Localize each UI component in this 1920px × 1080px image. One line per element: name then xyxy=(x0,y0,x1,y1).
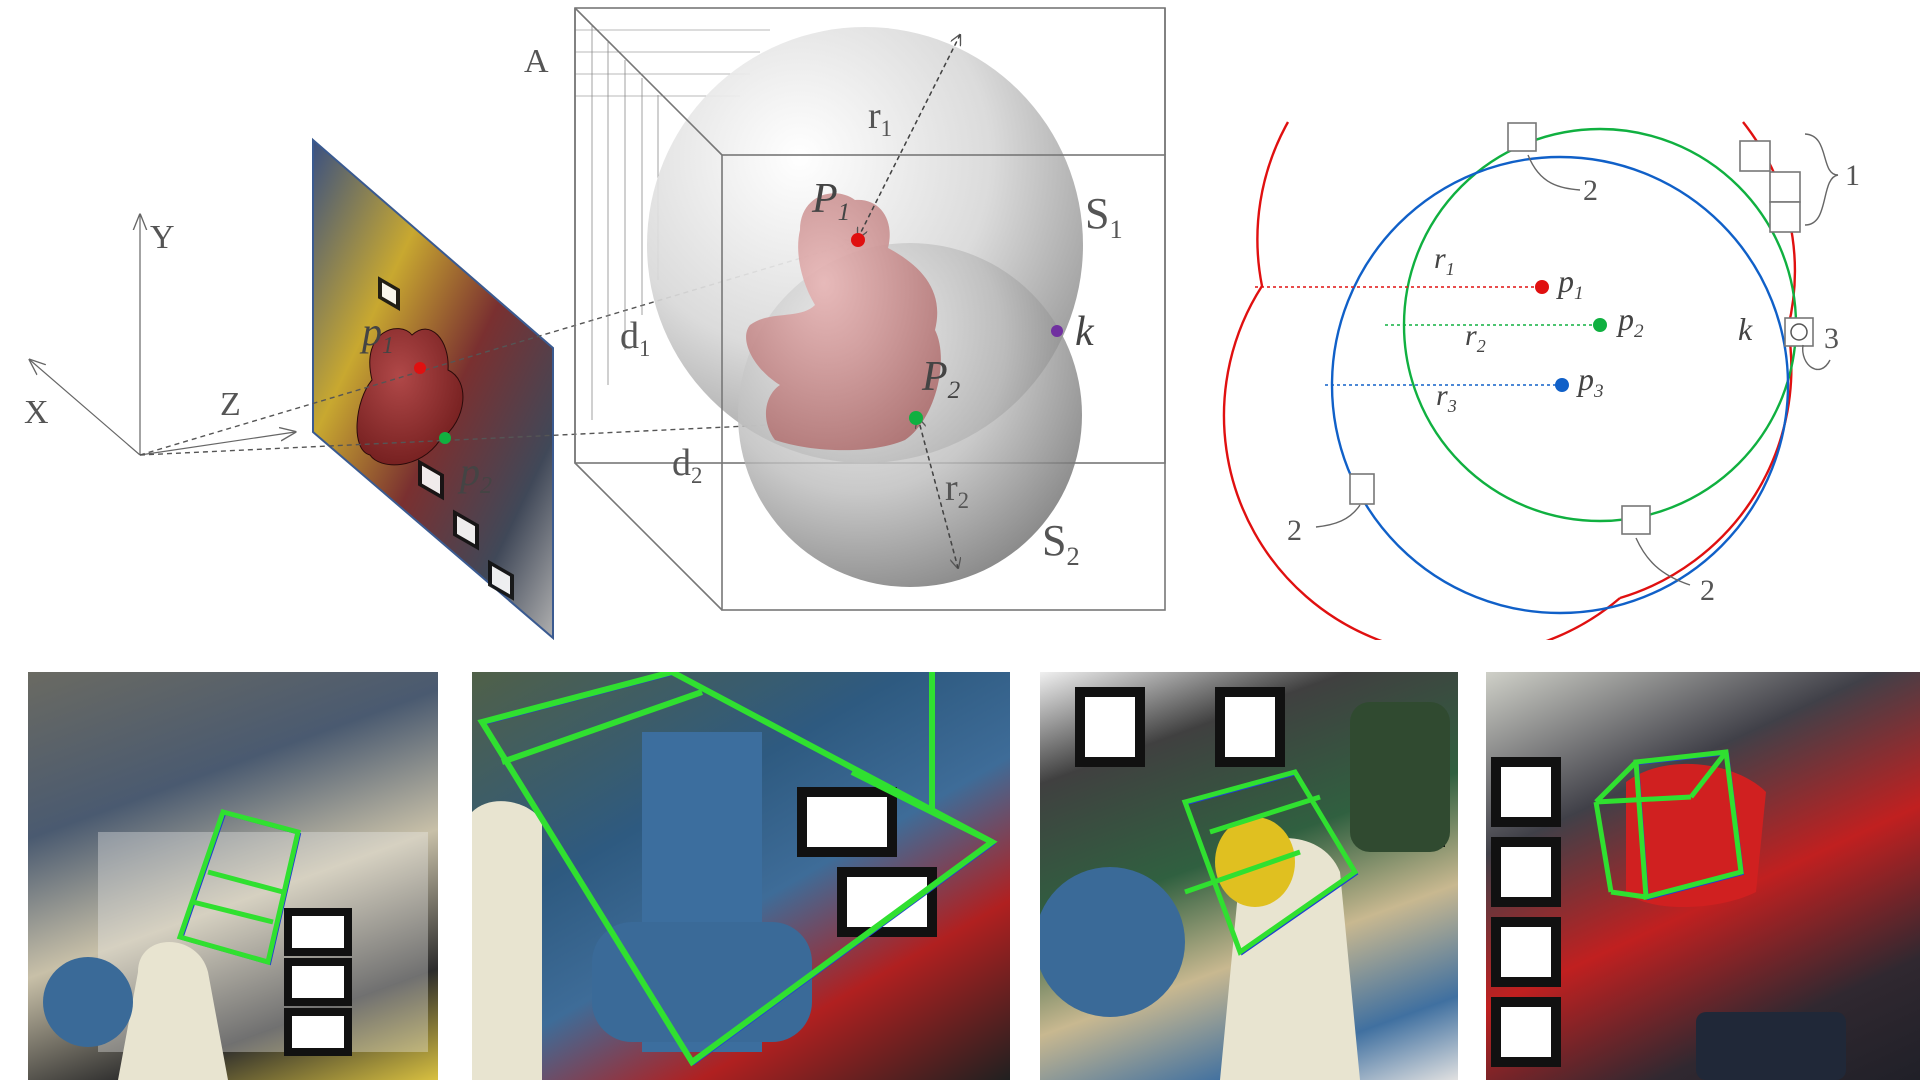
callout-2-left: 2 xyxy=(1287,514,1302,547)
point-p1 xyxy=(851,233,865,247)
center-p2 xyxy=(1593,318,1607,332)
sphere-s2-label: S2 xyxy=(1042,516,1080,571)
image-plane xyxy=(313,140,553,638)
center-p2-label: p2 xyxy=(1616,301,1644,342)
top-diagrams: Y X Z p1 p2 A xyxy=(0,0,1920,640)
distance-d1-label: d1 xyxy=(620,315,650,361)
center-p3-label: p3 xyxy=(1576,361,1604,402)
intersection-marker xyxy=(1791,324,1807,340)
intersection-k-label: k xyxy=(1075,309,1095,355)
callout-2-bottom: 2 xyxy=(1700,574,1715,607)
image-point-p2 xyxy=(439,432,451,444)
point-p2 xyxy=(909,411,923,425)
callout-1: 1 xyxy=(1845,159,1860,192)
sphere-s1-label: S1 xyxy=(1085,189,1123,244)
grid-label-a: A xyxy=(524,43,549,80)
distance-d2-label: d2 xyxy=(672,442,702,488)
result-photo-4 xyxy=(1486,672,1920,1080)
callout-2-top: 2 xyxy=(1583,174,1598,207)
result-photo-2 xyxy=(472,672,1010,1080)
callout-leaders xyxy=(1316,134,1838,585)
center-p3 xyxy=(1555,378,1569,392)
x-axis-label: X xyxy=(24,394,49,431)
circle-radii xyxy=(1255,287,1598,385)
result-photo-3 xyxy=(1040,672,1458,1080)
circle-diagram: r1 r2 r3 p1 p2 p3 2 1 3 2 2 k xyxy=(1224,122,1860,640)
radius-r1-label: r1 xyxy=(1434,242,1455,279)
center-p1-label: p1 xyxy=(1556,263,1584,304)
center-p1 xyxy=(1535,280,1549,294)
intersection-k-label: k xyxy=(1738,311,1753,347)
image-point-p1 xyxy=(414,362,426,374)
intersection-point-k xyxy=(1051,325,1063,337)
callout-3: 3 xyxy=(1824,322,1839,355)
z-axis-label: Z xyxy=(220,386,241,423)
y-axis-label: Y xyxy=(150,219,175,256)
volume-diagram: A d1 d2 r1 r2 S1 S2 P1 xyxy=(524,8,1165,610)
result-photo-1 xyxy=(28,672,438,1080)
